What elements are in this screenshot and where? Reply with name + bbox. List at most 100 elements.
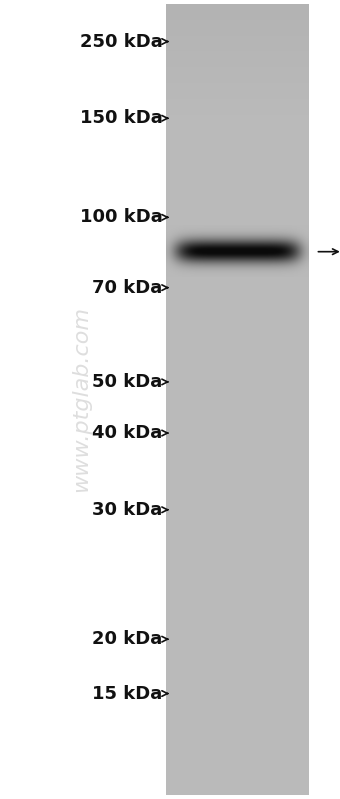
Text: 150 kDa: 150 kDa bbox=[80, 109, 163, 127]
Bar bbox=[166, 684, 309, 692]
Bar bbox=[166, 487, 309, 495]
Bar bbox=[166, 162, 309, 170]
Bar bbox=[166, 344, 309, 352]
Bar bbox=[166, 130, 309, 138]
Bar bbox=[166, 20, 309, 28]
Bar bbox=[166, 669, 309, 676]
Bar bbox=[166, 407, 309, 415]
Bar bbox=[166, 558, 309, 566]
Bar bbox=[166, 233, 309, 241]
Bar bbox=[166, 511, 309, 519]
Bar bbox=[166, 91, 309, 99]
Bar bbox=[166, 732, 309, 740]
Bar bbox=[166, 201, 309, 209]
Bar bbox=[166, 257, 309, 265]
Bar bbox=[166, 415, 309, 423]
Bar bbox=[166, 368, 309, 376]
Bar bbox=[166, 637, 309, 645]
Bar bbox=[166, 645, 309, 653]
Bar bbox=[166, 771, 309, 779]
Bar bbox=[166, 787, 309, 795]
Bar bbox=[166, 676, 309, 684]
Bar bbox=[166, 495, 309, 503]
Bar bbox=[166, 629, 309, 637]
Text: 40 kDa: 40 kDa bbox=[92, 424, 163, 442]
Bar bbox=[166, 740, 309, 748]
Bar bbox=[166, 479, 309, 487]
Bar bbox=[166, 716, 309, 724]
Text: 100 kDa: 100 kDa bbox=[80, 209, 163, 226]
Bar bbox=[166, 4, 309, 795]
Bar bbox=[166, 756, 309, 763]
Bar bbox=[166, 779, 309, 787]
Bar bbox=[166, 115, 309, 122]
Text: 30 kDa: 30 kDa bbox=[92, 501, 163, 519]
Bar bbox=[166, 146, 309, 154]
Bar bbox=[166, 178, 309, 186]
Bar bbox=[166, 225, 309, 233]
Bar bbox=[166, 12, 309, 20]
Text: 20 kDa: 20 kDa bbox=[92, 630, 163, 648]
Bar bbox=[166, 471, 309, 479]
Bar bbox=[166, 217, 309, 225]
Bar bbox=[166, 336, 309, 344]
Bar bbox=[166, 83, 309, 91]
Bar bbox=[166, 320, 309, 328]
Bar bbox=[166, 700, 309, 708]
Bar bbox=[166, 550, 309, 558]
Bar bbox=[166, 376, 309, 384]
Bar bbox=[166, 43, 309, 51]
Bar bbox=[166, 566, 309, 574]
Bar bbox=[166, 194, 309, 202]
Bar bbox=[166, 154, 309, 162]
Bar bbox=[166, 463, 309, 471]
Bar bbox=[166, 763, 309, 771]
Bar bbox=[166, 534, 309, 542]
Bar bbox=[166, 653, 309, 661]
Bar bbox=[166, 312, 309, 320]
Bar bbox=[166, 574, 309, 582]
Text: 250 kDa: 250 kDa bbox=[80, 33, 163, 50]
Bar bbox=[166, 621, 309, 629]
Bar bbox=[166, 281, 309, 288]
Bar bbox=[166, 186, 309, 194]
Bar bbox=[166, 4, 309, 12]
Bar bbox=[166, 75, 309, 83]
Bar bbox=[166, 328, 309, 336]
Bar bbox=[166, 455, 309, 463]
Bar bbox=[166, 692, 309, 700]
Bar bbox=[166, 241, 309, 249]
Bar bbox=[166, 51, 309, 59]
Bar bbox=[166, 503, 309, 511]
Bar bbox=[166, 597, 309, 605]
Bar bbox=[166, 518, 309, 526]
Text: 50 kDa: 50 kDa bbox=[92, 373, 163, 391]
Bar bbox=[166, 273, 309, 281]
Text: www.ptglab.com: www.ptglab.com bbox=[72, 307, 91, 492]
Bar bbox=[166, 605, 309, 613]
Bar bbox=[166, 423, 309, 431]
Bar bbox=[166, 724, 309, 732]
Bar bbox=[166, 447, 309, 455]
Bar bbox=[166, 67, 309, 75]
Text: 70 kDa: 70 kDa bbox=[92, 279, 163, 296]
Bar bbox=[166, 582, 309, 590]
Bar bbox=[166, 265, 309, 273]
Bar bbox=[166, 107, 309, 115]
Bar bbox=[166, 59, 309, 67]
Bar bbox=[166, 661, 309, 669]
Bar bbox=[166, 392, 309, 400]
Bar bbox=[166, 36, 309, 43]
Bar bbox=[166, 352, 309, 360]
Bar bbox=[166, 360, 309, 368]
Bar bbox=[166, 439, 309, 447]
Bar bbox=[166, 170, 309, 178]
Bar bbox=[166, 304, 309, 312]
Bar bbox=[166, 590, 309, 598]
Bar bbox=[166, 431, 309, 439]
Bar bbox=[166, 99, 309, 107]
Bar bbox=[166, 28, 309, 36]
Bar bbox=[166, 542, 309, 550]
Bar bbox=[166, 288, 309, 296]
Bar bbox=[166, 138, 309, 146]
